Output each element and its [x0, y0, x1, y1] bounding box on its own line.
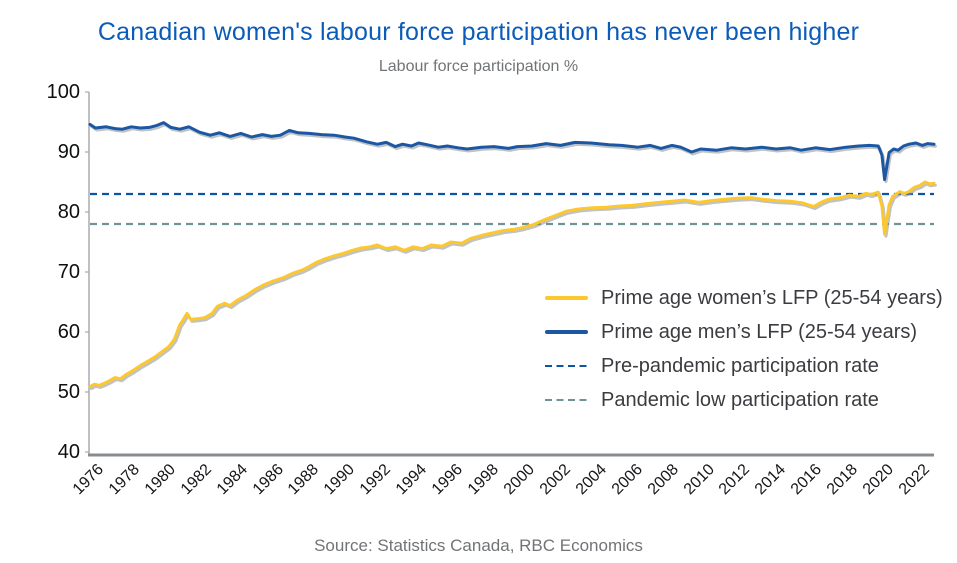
y-tick-label: 40 — [57, 441, 80, 463]
legend-label-pre-pandemic: Pre-pandemic participation rate — [601, 354, 879, 377]
chart-subtitle: Labour force participation % — [378, 58, 579, 75]
legend-marker-pandemic-low-dash-icon — [545, 398, 588, 402]
women-lfp-line-shadow — [89, 182, 937, 391]
legend-item-men: Prime age men’s LFP (25-54 years) — [545, 315, 943, 349]
y-tick-label: 90 — [57, 141, 80, 163]
y-tick-label: 50 — [57, 381, 80, 403]
y-tick-label: 100 — [46, 81, 80, 103]
women-lfp-line — [88, 180, 936, 389]
y-tick-label: 60 — [57, 321, 80, 343]
legend-item-pre-pandemic: Pre-pandemic participation rate — [545, 349, 943, 383]
legend-item-women: Prime age women’s LFP (25-54 years) — [545, 281, 943, 315]
legend-marker-women-line-icon — [545, 296, 588, 300]
legend-label-pandemic-low: Pandemic low participation rate — [601, 388, 879, 411]
legend-label-women: Prime age women’s LFP (25-54 years) — [601, 286, 943, 309]
chart-title: Canadian women's labour force participat… — [97, 18, 860, 46]
men-lfp-line — [88, 121, 936, 182]
y-tick-label: 80 — [57, 201, 80, 223]
legend: Prime age women’s LFP (25-54 years) Prim… — [545, 281, 943, 417]
y-tick-label: 70 — [57, 261, 80, 283]
legend-label-men: Prime age men’s LFP (25-54 years) — [601, 320, 918, 343]
men-lfp-line-shadow — [89, 123, 937, 184]
legend-marker-pre-pandemic-dash-icon — [545, 364, 588, 368]
source-note: Source: Statistics Canada, RBC Economics — [314, 536, 643, 555]
legend-item-pandemic-low: Pandemic low participation rate — [545, 383, 943, 417]
legend-marker-men-line-icon — [545, 330, 588, 334]
